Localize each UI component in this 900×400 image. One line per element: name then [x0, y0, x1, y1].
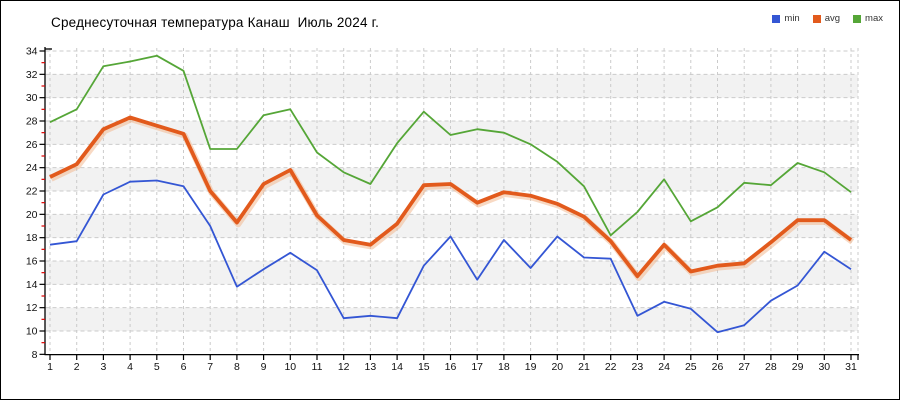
svg-text:24: 24 — [658, 361, 670, 373]
svg-text:1: 1 — [47, 361, 53, 373]
chart-legend: min avg max — [772, 13, 883, 24]
y-axis-ticks — [39, 50, 45, 355]
legend-label-min: min — [784, 13, 800, 24]
svg-text:26: 26 — [712, 361, 724, 373]
svg-text:21: 21 — [578, 361, 590, 373]
svg-text:22: 22 — [26, 186, 38, 198]
v-gridlines — [49, 48, 859, 354]
axes — [44, 47, 859, 356]
series-max-line — [49, 54, 852, 237]
svg-text:9: 9 — [261, 361, 267, 373]
svg-text:19: 19 — [525, 361, 537, 373]
legend-swatch-min — [772, 14, 781, 23]
svg-text:31: 31 — [845, 361, 857, 373]
svg-text:10: 10 — [284, 361, 296, 373]
legend-swatch-max — [853, 14, 862, 23]
svg-text:26: 26 — [26, 139, 38, 151]
legend-item-max: max — [853, 13, 883, 24]
svg-text:16: 16 — [26, 256, 38, 268]
svg-text:17: 17 — [471, 361, 483, 373]
svg-text:15: 15 — [418, 361, 430, 373]
svg-text:28: 28 — [26, 116, 38, 128]
svg-text:3: 3 — [100, 361, 106, 373]
series-avg-line — [49, 115, 853, 279]
svg-text:13: 13 — [365, 361, 377, 373]
legend-item-avg: avg — [812, 13, 841, 24]
svg-text:8: 8 — [32, 349, 38, 361]
svg-text:5: 5 — [154, 361, 160, 373]
svg-text:14: 14 — [26, 279, 38, 291]
svg-text:28: 28 — [765, 361, 777, 373]
svg-text:18: 18 — [498, 361, 510, 373]
svg-text:18: 18 — [26, 232, 38, 244]
svg-text:12: 12 — [26, 302, 38, 314]
svg-text:20: 20 — [551, 361, 563, 373]
legend-swatch-avg — [812, 14, 821, 23]
x-axis-labels: 1 2 3 4 5 6 7 8 9 10 11 12 13 14 15 16 17 18 19 20 21 22 23 24 2… — [47, 361, 857, 373]
h-gridlines — [45, 50, 858, 332]
legend-label-avg: avg — [824, 13, 841, 24]
svg-text:12: 12 — [338, 361, 350, 373]
svg-text:25: 25 — [685, 361, 697, 373]
svg-text:23: 23 — [632, 361, 644, 373]
svg-text:11: 11 — [312, 361, 323, 373]
y-axis-labels: 8 10 12 14 16 18 20 22 24 26 28 30 32 34 — [26, 46, 38, 361]
svg-text:24: 24 — [26, 162, 38, 174]
svg-text:14: 14 — [391, 361, 403, 373]
x-axis-ticks — [49, 354, 859, 360]
legend-item-min: min — [772, 13, 800, 24]
chart-title: Среднесуточная температура Канаш Июль 20… — [51, 15, 380, 30]
svg-text:32: 32 — [26, 69, 38, 81]
svg-text:30: 30 — [818, 361, 830, 373]
svg-text:2: 2 — [74, 361, 80, 373]
svg-text:8: 8 — [234, 361, 240, 373]
svg-text:10: 10 — [26, 326, 38, 338]
svg-text:20: 20 — [26, 209, 38, 221]
svg-text:30: 30 — [26, 92, 38, 104]
svg-text:29: 29 — [792, 361, 804, 373]
svg-text:34: 34 — [26, 46, 38, 58]
svg-text:7: 7 — [207, 361, 213, 373]
legend-label-max: max — [865, 13, 883, 24]
svg-text:6: 6 — [181, 361, 187, 373]
plot-bands — [45, 51, 858, 355]
svg-text:22: 22 — [605, 361, 617, 373]
svg-text:27: 27 — [738, 361, 750, 373]
svg-text:16: 16 — [445, 361, 457, 373]
svg-text:4: 4 — [127, 361, 133, 373]
series-min-line — [49, 179, 852, 334]
